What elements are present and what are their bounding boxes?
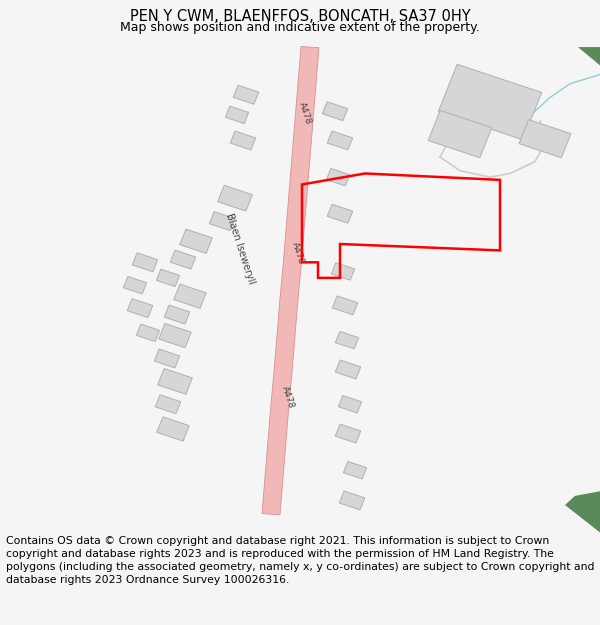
Polygon shape [578,47,600,66]
Polygon shape [262,46,319,515]
Polygon shape [158,369,193,394]
Polygon shape [132,253,158,272]
Polygon shape [226,106,248,124]
Polygon shape [209,212,235,231]
Polygon shape [155,395,181,414]
Polygon shape [339,491,365,510]
Polygon shape [326,168,350,186]
Polygon shape [335,424,361,443]
Text: A478: A478 [280,384,296,409]
Polygon shape [170,250,196,269]
Polygon shape [519,119,571,158]
Polygon shape [332,296,358,315]
Polygon shape [327,204,353,223]
Polygon shape [428,111,492,158]
Text: Contains OS data © Crown copyright and database right 2021. This information is : Contains OS data © Crown copyright and d… [6,536,595,585]
Polygon shape [136,324,160,342]
Polygon shape [230,131,256,150]
Polygon shape [159,324,191,348]
Polygon shape [164,305,190,324]
Polygon shape [157,269,179,287]
Polygon shape [154,349,180,368]
Polygon shape [174,284,206,308]
Polygon shape [335,360,361,379]
Polygon shape [218,186,253,211]
Polygon shape [233,85,259,104]
Polygon shape [338,396,362,413]
Polygon shape [331,262,355,280]
Text: PEN Y CWM, BLAENFFOS, BONCATH, SA37 0HY: PEN Y CWM, BLAENFFOS, BONCATH, SA37 0HY [130,9,470,24]
Polygon shape [335,331,359,349]
Polygon shape [180,229,212,253]
Text: Map shows position and indicative extent of the property.: Map shows position and indicative extent… [120,21,480,34]
Polygon shape [327,131,353,150]
Text: Blaen Iseweryll: Blaen Iseweryll [224,212,256,286]
Polygon shape [322,102,348,121]
Polygon shape [124,276,146,294]
Text: A478: A478 [297,101,313,126]
Polygon shape [343,461,367,479]
Polygon shape [127,299,153,318]
Polygon shape [565,491,600,532]
Text: A478: A478 [290,241,306,266]
Polygon shape [439,64,542,140]
Polygon shape [157,417,189,441]
